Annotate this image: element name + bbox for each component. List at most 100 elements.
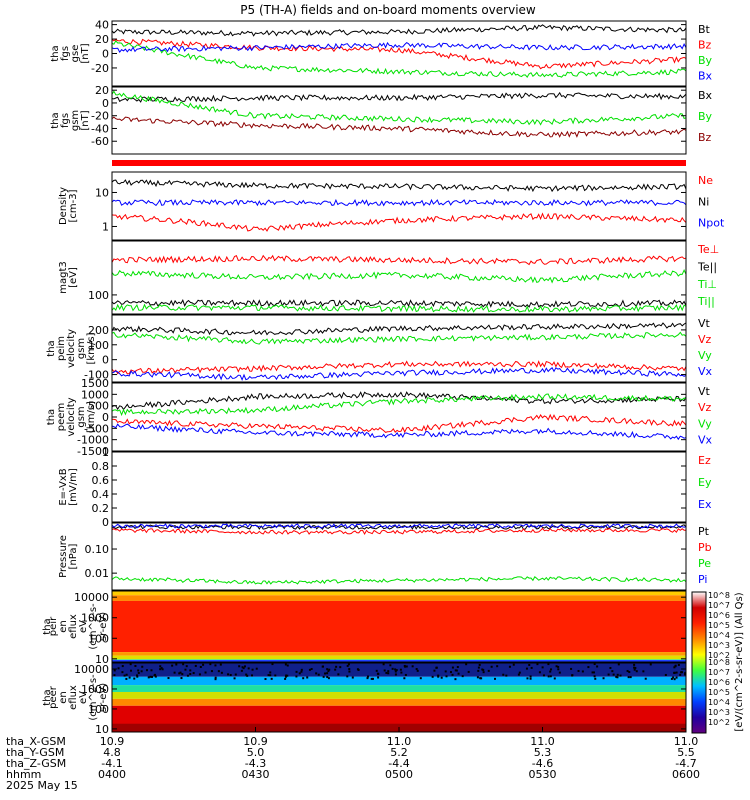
electron-spec-speckle xyxy=(399,668,402,671)
electron-spec-speckle xyxy=(214,678,217,681)
panel-frame xyxy=(111,240,687,315)
electron-spec-speckle xyxy=(508,665,511,668)
electron-spec-speckle xyxy=(220,671,223,674)
xaxis-value: 0430 xyxy=(242,768,270,781)
electron-spec-speckle xyxy=(593,675,596,678)
panel-efield: 10.80.60.40.20 E=-VxB [mV/m] Ez Ey Ex xyxy=(58,446,712,529)
panel-temperature: 100 magt3 [eV] Te⊥ Te|| Ti⊥ Ti|| xyxy=(58,240,719,315)
electron-spec-speckle xyxy=(234,673,237,676)
electron-spec-speckle xyxy=(435,666,438,669)
electron-spec-speckle xyxy=(137,669,140,672)
electron-spec-speckle xyxy=(202,663,205,666)
electron-spec-speckle xyxy=(502,673,505,676)
xaxis-date: 2025 May 15 xyxy=(6,779,78,792)
electron-spec-speckle xyxy=(570,667,573,670)
spectrogram-colorbar: 10^810^710^610^510^410^310^210^810^710^6… xyxy=(691,591,745,734)
electron-spec-speckle xyxy=(233,677,236,680)
ytick-label: 1000 xyxy=(81,683,109,696)
electron-spec-speckle xyxy=(609,666,612,669)
panel-frame xyxy=(111,86,687,155)
electron-spec-speckle xyxy=(594,677,597,680)
panel-pressure: 0.10 0.01 Pressure [nPa] Pt Pb Pe Pi xyxy=(58,522,712,591)
xaxis-row-label: hhmm xyxy=(6,768,41,781)
electron-spec-speckle xyxy=(129,663,132,666)
ylabel-line: Density xyxy=(58,187,69,225)
electron-spec-speckle xyxy=(240,669,243,672)
xaxis-row-label: tha_Z-GSM xyxy=(6,757,66,770)
electron-spec-speckle xyxy=(476,676,479,679)
electron-spec-speckle xyxy=(255,667,258,670)
colorbar-tick: 10^5 xyxy=(708,621,730,630)
electron-spec-speckle xyxy=(192,672,195,675)
electron-spec-speckle xyxy=(198,673,201,676)
xaxis-value: 5.0 xyxy=(247,746,265,759)
electron-spec-speckle xyxy=(285,674,288,677)
series-temperature-Ti|| xyxy=(111,303,687,313)
legend-fgs-gse-Bz: Bz xyxy=(698,38,712,51)
xaxis-value: -4.1 xyxy=(101,757,122,770)
legend-pressure-Pe: Pe xyxy=(698,557,711,570)
electron-spec-speckle xyxy=(547,663,550,666)
legend-temperature-Te||: Te|| xyxy=(697,260,717,273)
panel-density: 10 1 Density [cm-3] Ne Ni Npot xyxy=(58,171,725,241)
electron-spec-speckle xyxy=(310,668,313,671)
ylabel-line: magt3 xyxy=(58,261,69,294)
series-fgs-gse-Bz xyxy=(111,38,687,70)
ytick-label: 10000 xyxy=(74,591,109,604)
legend-pressure-Pi: Pi xyxy=(698,573,707,586)
ylabel-line: peim xyxy=(56,336,67,361)
electron-spec-speckle xyxy=(617,663,620,666)
legend-pressure-Pt: Pt xyxy=(698,525,710,538)
ylabel-line: [nT] xyxy=(80,110,91,130)
ytick-label: -60 xyxy=(91,135,109,148)
electron-spec-speckle xyxy=(672,676,675,679)
electron-spec-speckle xyxy=(529,677,532,680)
electron-spec-speckle xyxy=(284,677,287,680)
electron-spec-speckle xyxy=(558,671,561,674)
legend-peim-velocity-Vt: Vt xyxy=(698,317,711,330)
electron-spec-speckle xyxy=(674,665,677,668)
electron-spec-speckle xyxy=(327,670,330,673)
electron-spec-speckle xyxy=(154,675,157,678)
electron-spec-speckle xyxy=(649,663,652,666)
series-density-Npot xyxy=(111,198,687,207)
electron-spec-speckle xyxy=(246,674,249,677)
ylabel-line: fgs xyxy=(60,113,71,128)
ylabel-line: [nT] xyxy=(80,43,91,63)
electron-spec-speckle xyxy=(675,676,678,679)
electron-spec-speckle xyxy=(457,672,460,675)
electron-spec-speckle xyxy=(633,668,636,671)
electron-spec-speckle xyxy=(324,672,327,675)
ytick-label: 0.10 xyxy=(85,543,110,556)
electron-spec-speckle xyxy=(306,676,309,679)
legend-peim-velocity-Vy: Vy xyxy=(698,349,712,362)
electron-spec-band xyxy=(112,663,686,677)
legend-density-Npot: Npot xyxy=(698,217,725,230)
electron-spec-speckle xyxy=(173,671,176,674)
flag-bar xyxy=(112,160,686,166)
electron-spec-speckle xyxy=(673,666,676,669)
series-peim-velocity-Vy xyxy=(111,331,687,345)
electron-spec-speckle xyxy=(477,669,480,672)
electron-spec-speckle xyxy=(375,669,378,672)
ylabel-line: (cm^2-s- xyxy=(88,674,99,721)
electron-spec-speckle xyxy=(348,670,351,673)
electron-spec-speckle xyxy=(271,663,274,666)
electron-spec-speckle xyxy=(367,675,370,678)
ylabel-line: velocity xyxy=(66,329,77,368)
electron-spec-speckle xyxy=(377,676,380,679)
colorbar-tick: 10^6 xyxy=(708,611,730,620)
panel-frame xyxy=(111,171,687,241)
legend-fgs-gse-Bx: Bx xyxy=(698,69,713,82)
plot-title: P5 (TH-A) fields and on-board moments ov… xyxy=(240,3,536,17)
electron-spec-speckle xyxy=(454,669,457,672)
xaxis-row-label: tha_Y-GSM xyxy=(6,746,64,759)
electron-spec-speckle xyxy=(465,663,468,666)
legend-efield-Ez: Ez xyxy=(698,454,711,467)
electron-spec-speckle xyxy=(383,669,386,672)
xaxis-value: 5.5 xyxy=(677,746,695,759)
electron-spec-speckle xyxy=(337,673,340,676)
electron-spec-speckle xyxy=(437,674,440,677)
electron-spec-speckle xyxy=(482,669,485,672)
electron-spec-speckle xyxy=(494,677,497,680)
